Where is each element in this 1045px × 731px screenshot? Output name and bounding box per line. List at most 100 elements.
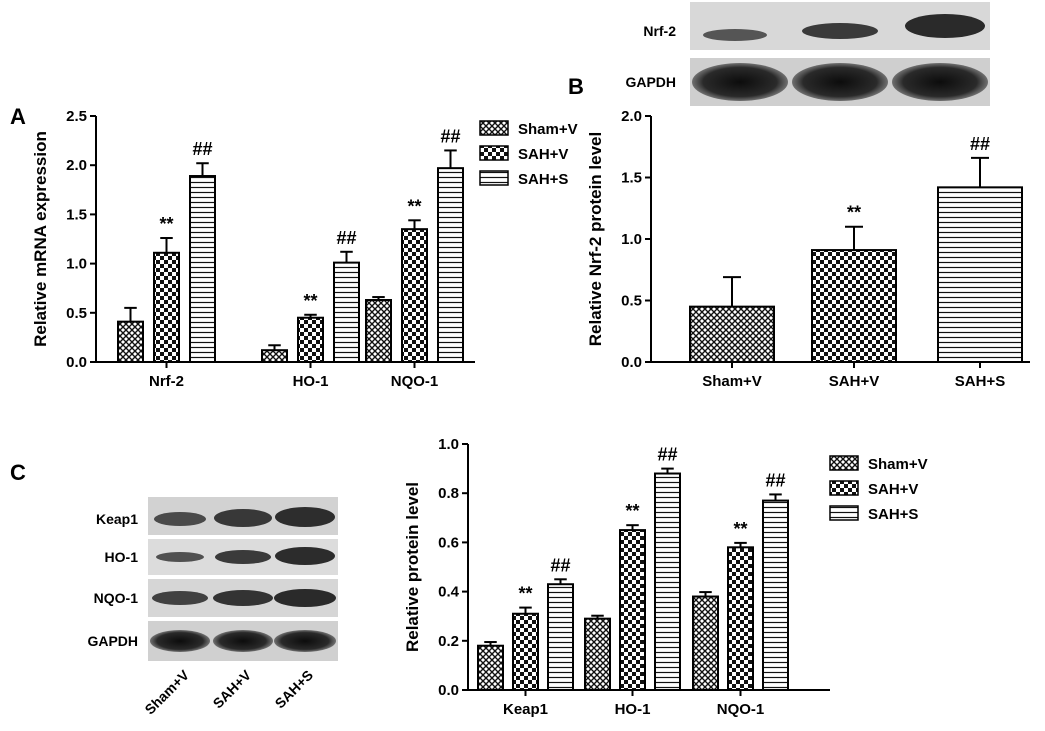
significance-label: ## [192,139,212,159]
significance-label: ## [970,134,990,154]
significance-label: ** [847,203,861,223]
y-tick-label: 1.0 [66,256,87,273]
bar [153,251,180,363]
y-tick-label: 2.0 [66,157,87,174]
bar [333,261,360,363]
legend-label: SAH+S [518,171,568,188]
blot-c-band [213,630,273,652]
x-tick-label: NQO-1 [717,701,765,718]
bar [365,299,392,363]
y-axis-title-c: Relative protein level [403,482,422,652]
chart-c: 0.0 0.2 0.4 0.6 0.8 1.0 Relative protein level… [403,436,928,718]
blot-c-band [275,507,335,527]
legend-swatch [829,455,859,471]
bar [692,595,719,692]
legend-label: SAH+V [868,481,918,498]
y-axis-title-b: Relative Nrf-2 protein level [586,132,605,346]
bar [297,316,324,363]
y-tick-label: 0.8 [438,485,459,502]
y-tick-label: 2.0 [621,108,642,125]
bar [261,349,288,363]
x-tick-label: HO-1 [615,701,651,718]
blot-c-lane-sahv: SAH+V [210,666,255,711]
legend-label: Sham+V [868,456,928,473]
significance-label: ## [336,228,356,248]
significance-label: ## [440,126,460,146]
panel-letter-b: B [568,74,584,99]
blot-b-band [703,29,767,41]
panel-letter-c: C [10,460,26,485]
blot-c-band [215,550,271,564]
bar [811,249,897,364]
y-tick-label: 0.4 [438,584,460,601]
y-tick-label: 2.5 [66,108,87,125]
legend-swatch [479,145,509,161]
bar [117,320,144,364]
blot-c-band [154,512,206,526]
y-tick-label: 0.0 [66,354,87,371]
y-tick-label: 1.5 [66,206,87,223]
blot-b-band [802,23,878,39]
x-tick-label: Sham+V [702,373,762,390]
significance-label: ** [625,501,639,521]
significance-label: ## [765,470,785,490]
y-tick-label: 0.0 [621,354,642,371]
bar [937,186,1023,363]
blot-c-band [274,630,336,652]
legend-swatch [829,480,859,496]
y-tick-label: 1.0 [438,436,459,453]
y-tick-label: 1.0 [621,231,642,248]
blot-c-band [214,509,272,527]
blot-c-band [275,547,335,565]
chart-a: 0.0 0.5 1.0 1.5 2.0 2.5 Relative mRNA expressi… [31,108,578,390]
blot-c-lane-sham: Sham+V [141,666,192,717]
blot-c-label-keap1: Keap1 [96,511,138,527]
bar [584,617,611,691]
x-tick-label: SAH+V [829,373,879,390]
y-tick-label: 0.2 [438,633,459,650]
bar [437,167,464,363]
blot-c-band [156,552,204,562]
bar [189,175,216,363]
x-tick-label: Nrf-2 [149,373,184,390]
blot-c-band [274,589,336,607]
blot-c-label-gapdh: GAPDH [87,633,138,649]
blot-c-band [150,630,210,652]
bar [619,529,646,691]
chart-b: 0.0 0.5 1.0 1.5 2.0 Relative Nrf-2 protein le… [586,108,1030,390]
legend-label: SAH+V [518,146,568,163]
significance-label: ## [657,445,677,465]
x-tick-label: Keap1 [503,701,548,718]
blot-c-lane-sahs: SAH+S [272,667,317,712]
legend-label: Sham+V [518,121,578,138]
bar [762,499,789,691]
y-tick-label: 0.0 [438,682,459,699]
blot-b-band [905,14,985,38]
x-tick-label: NQO-1 [391,373,439,390]
x-tick-label: SAH+S [955,373,1005,390]
significance-label: ** [303,291,317,311]
blot-b-band [692,63,788,101]
blot-b-label-nrf2: Nrf-2 [643,23,676,39]
significance-label: ## [550,555,570,575]
x-tick-label: HO-1 [293,373,329,390]
blot-c-label-nqo1: NQO-1 [94,590,139,606]
y-tick-label: 0.5 [621,293,642,310]
blot-c: Keap1 HO-1 NQO-1 GAPDH Sham+V SAH+V SAH+… [87,497,338,717]
significance-label: ** [518,584,532,604]
blot-c-band [152,591,208,605]
legend-swatch [479,120,509,136]
blot-b: Nrf-2 GAPDH [625,2,990,106]
bar [547,583,574,691]
legend-swatch [479,170,509,186]
blot-b-label-gapdh: GAPDH [625,74,676,90]
panel-letter-a: A [10,104,26,129]
blot-b-band [792,63,888,101]
bar [654,472,681,691]
bar [477,644,504,691]
y-axis-title-a: Relative mRNA expression [31,131,50,347]
bar [727,546,754,691]
legend-label: SAH+S [868,506,918,523]
blot-c-band [213,590,273,606]
